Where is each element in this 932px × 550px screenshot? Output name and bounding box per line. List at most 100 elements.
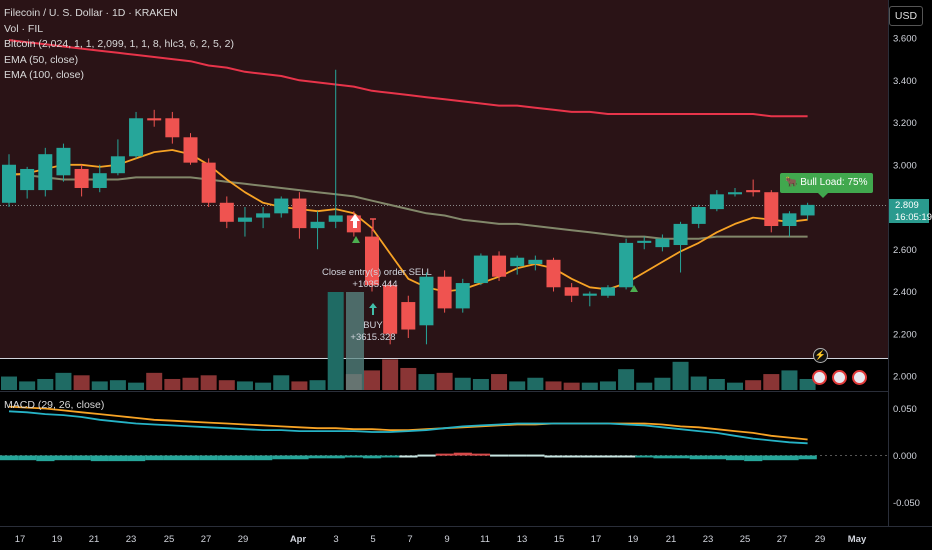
- event-flag-icon[interactable]: [812, 370, 827, 385]
- macd-histogram-bar: [707, 455, 727, 460]
- candle-body: [582, 293, 597, 296]
- bull-load-label[interactable]: 🐂 Bull Load: 75%: [780, 173, 873, 198]
- price-tick-label: 3.600: [893, 34, 917, 45]
- ema50-legend[interactable]: EMA (50, close): [4, 53, 79, 66]
- volume-bar: [509, 381, 526, 390]
- time-tick-label: 19: [52, 534, 63, 545]
- macd-histogram-bar: [490, 454, 509, 457]
- macd-histogram-bar: [635, 455, 654, 458]
- candle-body: [237, 217, 252, 222]
- macd-histogram-bar: [617, 455, 636, 458]
- sell-marker: [370, 218, 376, 231]
- candle-body: [600, 287, 615, 296]
- volume-bar: [291, 381, 308, 390]
- candle-body: [546, 259, 561, 288]
- up-arrow-marker: [350, 214, 360, 228]
- time-tick-label: 29: [815, 534, 826, 545]
- volume-bar: [327, 292, 344, 390]
- volume-bar: [364, 370, 380, 390]
- macd-histogram-bar: [18, 455, 37, 461]
- volume-bar: [545, 381, 562, 390]
- volume-bar: [146, 372, 163, 390]
- macd-histogram-bar: [544, 455, 563, 458]
- triangle-up-marker: [352, 236, 360, 243]
- candle-body: [2, 164, 16, 203]
- close-entry-text: Close entry(s) order SELL: [322, 267, 432, 278]
- indicator-legend[interactable]: Bitcoin (2,024, 1, 1, 2,099, 1, 1, 8, hl…: [4, 38, 234, 50]
- time-tick-label: 21: [89, 534, 100, 545]
- volume-bar: [799, 378, 816, 390]
- event-flag-icon-3[interactable]: [852, 370, 867, 385]
- volume-bar: [563, 382, 580, 390]
- macd-histogram-bar: [344, 455, 364, 458]
- macd-histogram-bar: [363, 455, 382, 459]
- macd-histogram-bar: [580, 455, 599, 458]
- macd-tick-label: -0.050: [893, 498, 920, 509]
- candle-body: [383, 285, 398, 334]
- volume-bar: [91, 381, 108, 390]
- volume-bar: [109, 380, 126, 390]
- candle-body: [619, 242, 634, 288]
- buy-text: BUY: [363, 320, 383, 331]
- macd-histogram-bar: [199, 455, 218, 461]
- volume-bar: [636, 382, 653, 390]
- candle-body: [673, 223, 688, 246]
- macd-histogram-bar: [90, 455, 109, 462]
- time-tick-label: 9: [444, 534, 449, 545]
- macd-histogram-bar: [36, 455, 55, 462]
- candle-body: [510, 257, 525, 267]
- event-flag-icon-2[interactable]: [832, 370, 847, 385]
- candle-body: [129, 118, 144, 157]
- volume-bar: [727, 382, 743, 390]
- candle-body: [365, 236, 379, 286]
- macd-histogram-bar: [762, 455, 781, 461]
- volume-bar: [745, 380, 762, 390]
- price-tick-label: 3.200: [893, 118, 917, 129]
- volume-bar: [37, 378, 54, 390]
- ema100-legend[interactable]: EMA (100, close): [4, 69, 84, 81]
- macd-line: [8, 410, 808, 445]
- close-entry-label: Close entry(s) order SELL +1035.444: [322, 267, 432, 291]
- macd-histogram-layer: [0, 452, 817, 462]
- chart-legend: Filecoin / U. S. Dollar · 1D · KRAKEN Vo…: [4, 6, 234, 84]
- volume-bar: [672, 361, 689, 390]
- macd-signal-line: [8, 405, 808, 441]
- macd-histogram-bar: [272, 455, 291, 460]
- symbol-title[interactable]: Filecoin / U. S. Dollar · 1D · KRAKEN: [4, 7, 178, 19]
- buy-highlight-bar: [346, 292, 364, 390]
- macd-histogram-bar: [72, 455, 91, 461]
- volume-bar: [618, 369, 635, 390]
- macd-axis[interactable]: 0.050 0.000 -0.050: [893, 404, 920, 509]
- volume-bar: [491, 374, 508, 390]
- macd-histogram-bar: [526, 454, 545, 457]
- trade-markers-layer: [346, 214, 638, 390]
- macd-histogram-bar: [326, 455, 345, 459]
- current-price-tag: 2.809 16:05:19: [889, 199, 932, 223]
- time-tick-label: 5: [370, 534, 375, 545]
- macd-histogram-bar: [653, 455, 672, 459]
- time-axis[interactable]: 17 19 21 23 25 27 29 Apr 3 5 7 9 11 13 15 17 19 21 23 25 27 2…: [15, 534, 867, 545]
- macd-histogram-bar: [598, 455, 618, 458]
- volume-bar: [1, 376, 17, 390]
- candle-body: [437, 276, 452, 309]
- macd-legend[interactable]: MACD (29, 26, close): [4, 399, 105, 411]
- time-tick-label: 19: [628, 534, 639, 545]
- buy-label: BUY +3615.328: [340, 320, 406, 344]
- candle-body: [74, 168, 89, 188]
- volume-bar: [763, 374, 780, 390]
- candle-body: [800, 204, 815, 216]
- volume-legend[interactable]: Vol · FIL: [4, 22, 44, 35]
- candle-body: [492, 255, 507, 277]
- currency-button[interactable]: USD: [889, 6, 923, 26]
- candle-body: [637, 240, 652, 243]
- candle-body: [165, 118, 180, 138]
- candle-body: [219, 202, 234, 222]
- volume-bar: [418, 374, 435, 390]
- volume-bar: [382, 359, 399, 390]
- lightning-icon[interactable]: ⚡: [813, 348, 828, 363]
- candle-body: [256, 213, 271, 218]
- volume-bar: [400, 367, 417, 390]
- buy-value: +3615.328: [350, 332, 396, 343]
- macd-histogram-bar: [726, 455, 745, 461]
